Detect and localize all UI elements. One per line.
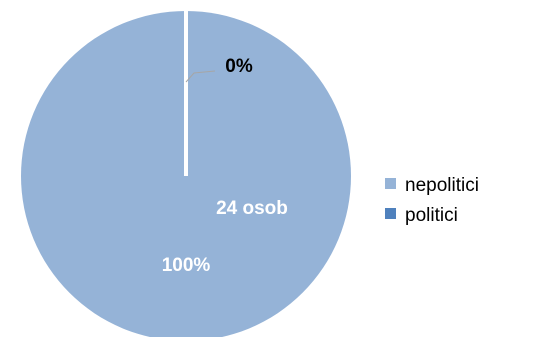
data-labels: 24 osob 100% 0% [162,56,288,276]
data-label-percent-politici: 0% [225,56,253,77]
leader-lines [185,70,216,83]
data-label-percent-nepolitici: 100% [162,255,211,276]
legend-label-politici: politici [405,205,458,226]
legend-swatch-nepolitici [385,178,396,189]
legend: nepolitici politici [385,175,479,226]
pie-slices [21,11,351,337]
data-label-count-nepolitici: 24 osob [216,198,288,219]
leader-line-politici [185,70,216,83]
legend-swatch-politici [385,208,396,219]
legend-label-nepolitici: nepolitici [405,175,479,196]
